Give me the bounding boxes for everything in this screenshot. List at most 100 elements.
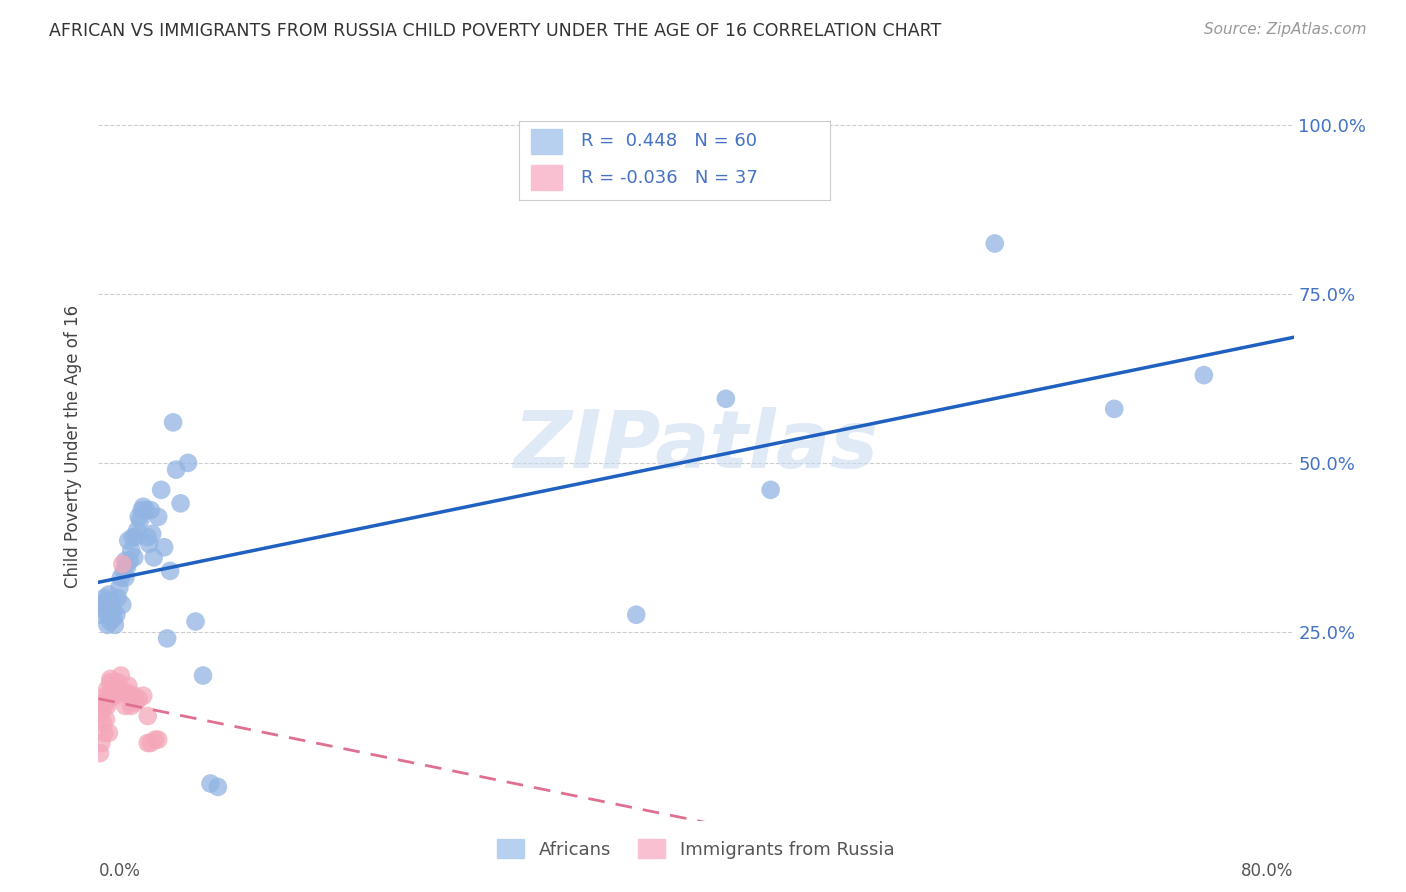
Point [714, 392, 737, 406]
Text: R =  0.448   N = 60: R = 0.448 N = 60 [581, 132, 756, 151]
Point [153, 541, 176, 555]
Point [104, 689, 127, 703]
Point [124, 550, 146, 565]
Point [132, 689, 155, 703]
Point [98, 615, 122, 629]
Point [162, 416, 184, 430]
Point [135, 503, 157, 517]
Point [105, 685, 128, 699]
Point [200, 776, 222, 790]
Point [1104, 401, 1126, 416]
FancyBboxPatch shape [531, 165, 562, 190]
Point [110, 668, 132, 682]
FancyBboxPatch shape [531, 128, 562, 154]
Point [759, 483, 782, 497]
Point [139, 503, 162, 517]
Point [93, 726, 115, 740]
Legend: Africans, Immigrants from Russia: Africans, Immigrants from Russia [488, 830, 904, 868]
Point [94, 689, 117, 703]
Point [125, 530, 148, 544]
Point [96, 681, 118, 696]
Point [98, 675, 122, 690]
Point [105, 607, 128, 622]
Point [112, 564, 135, 578]
Point [128, 692, 150, 706]
Point [97, 692, 120, 706]
Point [141, 526, 163, 541]
Point [110, 571, 132, 585]
Point [127, 524, 149, 538]
Point [104, 618, 127, 632]
Point [1192, 368, 1215, 383]
Point [138, 537, 160, 551]
Point [118, 689, 141, 703]
Point [984, 236, 1007, 251]
Text: ZIPatlas: ZIPatlas [513, 407, 879, 485]
Point [142, 550, 165, 565]
Point [94, 712, 117, 726]
Point [93, 698, 115, 713]
Text: Source: ZipAtlas.com: Source: ZipAtlas.com [1204, 22, 1367, 37]
Point [96, 698, 118, 713]
Point [139, 736, 162, 750]
Point [177, 456, 200, 470]
Text: AFRICAN VS IMMIGRANTS FROM RUSSIA CHILD POVERTY UNDER THE AGE OF 16 CORRELATION : AFRICAN VS IMMIGRANTS FROM RUSSIA CHILD … [49, 22, 942, 40]
Point [125, 696, 148, 710]
Text: 80.0%: 80.0% [1241, 862, 1294, 880]
Point [136, 736, 159, 750]
Point [120, 543, 142, 558]
Point [159, 564, 181, 578]
Point [91, 715, 114, 730]
Point [115, 560, 138, 574]
Point [97, 587, 120, 601]
Point [111, 557, 134, 571]
Y-axis label: Child Poverty Under the Age of 16: Child Poverty Under the Age of 16 [65, 304, 83, 588]
Point [96, 601, 118, 615]
Point [90, 607, 112, 622]
Text: R = -0.036   N = 37: R = -0.036 N = 37 [581, 169, 758, 186]
Point [103, 681, 125, 696]
Point [90, 736, 112, 750]
Point [191, 668, 214, 682]
Point [114, 698, 136, 713]
Point [136, 530, 159, 544]
Point [94, 604, 117, 618]
Point [121, 530, 143, 544]
Point [103, 611, 125, 625]
Point [207, 780, 229, 794]
Point [97, 607, 120, 622]
Point [184, 615, 207, 629]
Point [103, 604, 125, 618]
Point [101, 689, 124, 703]
Point [117, 679, 139, 693]
Point [96, 618, 118, 632]
Point [124, 689, 146, 703]
Point [90, 706, 112, 720]
Point [94, 594, 117, 608]
Point [91, 696, 114, 710]
Point [148, 509, 170, 524]
Point [148, 732, 170, 747]
Point [111, 598, 134, 612]
Point [118, 554, 141, 568]
Point [136, 709, 159, 723]
Point [132, 500, 155, 514]
Point [150, 483, 173, 497]
Point [101, 594, 124, 608]
Point [89, 746, 111, 760]
Point [91, 598, 114, 612]
Point [108, 681, 131, 696]
Point [120, 698, 142, 713]
Point [156, 632, 179, 646]
Point [117, 533, 139, 548]
Point [114, 571, 136, 585]
Point [129, 513, 152, 527]
Point [108, 581, 131, 595]
Point [128, 509, 150, 524]
Point [107, 675, 129, 690]
Point [143, 732, 166, 747]
Point [114, 554, 136, 568]
Point [97, 726, 120, 740]
Point [98, 672, 122, 686]
Point [107, 591, 129, 605]
